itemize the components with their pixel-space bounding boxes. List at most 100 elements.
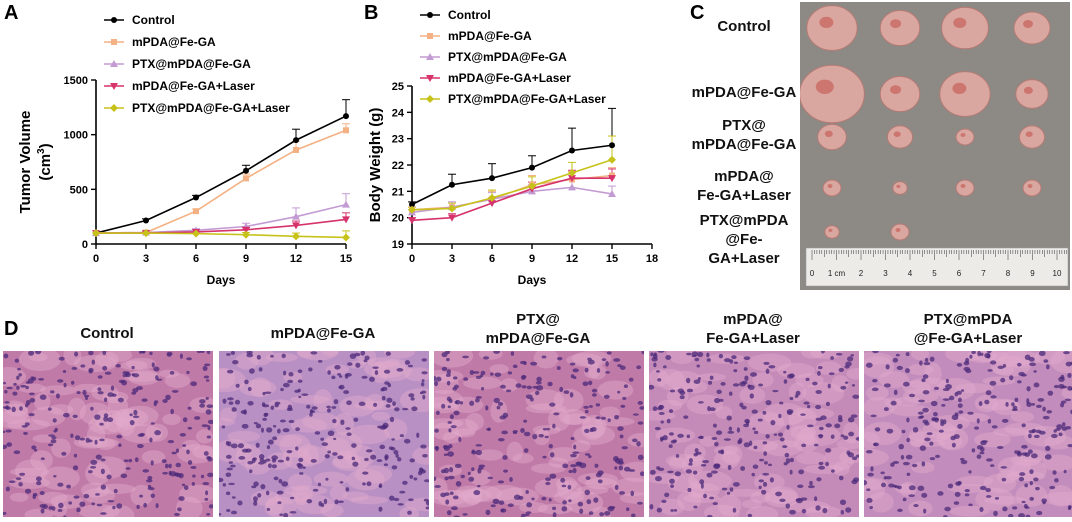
- tissue-patch: [265, 352, 298, 362]
- tissue-patch: [763, 439, 803, 457]
- cell-nucleus: [784, 452, 790, 458]
- data-point: [488, 193, 496, 202]
- cell-nucleus: [445, 373, 451, 377]
- cell-nucleus: [473, 490, 481, 496]
- cell-nucleus: [636, 441, 641, 447]
- cell-nucleus: [967, 411, 974, 415]
- cell-nucleus: [686, 434, 691, 439]
- cell-nucleus: [294, 389, 300, 393]
- tissue-patch: [861, 356, 895, 378]
- cell-nucleus: [444, 476, 449, 481]
- cell-nucleus: [795, 498, 801, 502]
- cell-nucleus: [1001, 418, 1009, 423]
- cell-nucleus: [614, 414, 620, 420]
- cell-nucleus: [548, 498, 552, 502]
- cell-nucleus: [758, 479, 764, 483]
- cell-nucleus: [675, 454, 680, 458]
- tissue-patch: [78, 504, 120, 519]
- cell-nucleus: [497, 401, 504, 407]
- cell-nucleus: [279, 419, 286, 423]
- cell-nucleus: [1021, 444, 1028, 449]
- cell-nucleus: [847, 356, 854, 362]
- cell-nucleus: [16, 385, 20, 390]
- cell-nucleus: [912, 426, 919, 433]
- cell-nucleus: [521, 385, 527, 389]
- cell-nucleus: [452, 386, 458, 391]
- cell-nucleus: [55, 393, 60, 399]
- cell-nucleus: [295, 427, 300, 432]
- cell-nucleus: [376, 459, 383, 463]
- cell-nucleus: [395, 453, 399, 458]
- cell-nucleus: [693, 379, 701, 384]
- cell-nucleus: [11, 406, 16, 413]
- x-tick-label: 12: [566, 253, 578, 265]
- cell-nucleus: [298, 457, 304, 462]
- cell-nucleus: [417, 470, 423, 476]
- x-tick-label: 0: [93, 253, 99, 265]
- tumor-highlight: [893, 131, 901, 137]
- cell-nucleus: [816, 477, 822, 482]
- tissue-patch: [293, 491, 310, 506]
- cell-nucleus: [744, 375, 749, 382]
- cell-nucleus: [888, 483, 895, 488]
- cell-nucleus: [872, 442, 880, 447]
- legend-label: mPDA@Fe-GA: [132, 35, 216, 49]
- tissue-patch: [110, 408, 149, 427]
- cell-nucleus: [535, 381, 542, 385]
- cell-nucleus: [118, 443, 122, 447]
- cell-nucleus: [1029, 469, 1034, 475]
- tissue-patch: [947, 483, 989, 493]
- cell-nucleus: [840, 385, 847, 390]
- cell-nucleus: [19, 406, 23, 411]
- tissue-patch: [810, 347, 843, 359]
- cell-nucleus: [17, 367, 21, 371]
- cell-nucleus: [917, 411, 924, 415]
- cell-nucleus: [1051, 433, 1058, 439]
- tissue-patch: [908, 500, 933, 517]
- data-point: [408, 205, 416, 214]
- cell-nucleus: [309, 409, 313, 413]
- cell-nucleus: [351, 443, 357, 448]
- cell-nucleus: [656, 370, 660, 373]
- cell-nucleus: [650, 469, 656, 475]
- cell-nucleus: [90, 459, 98, 465]
- cell-nucleus: [113, 488, 118, 494]
- cell-nucleus: [957, 397, 962, 403]
- cell-nucleus: [902, 497, 907, 502]
- cell-nucleus: [719, 398, 724, 402]
- cell-nucleus: [599, 512, 605, 517]
- cell-nucleus: [789, 509, 796, 515]
- tumor-specimen: [892, 181, 908, 195]
- tissue-patch: [703, 504, 740, 521]
- cell-nucleus: [674, 471, 682, 477]
- cell-nucleus: [490, 504, 496, 508]
- tissue-patch: [333, 412, 355, 436]
- cell-nucleus: [421, 371, 428, 375]
- cell-nucleus: [327, 430, 335, 437]
- cell-nucleus: [94, 439, 98, 445]
- cell-nucleus: [156, 378, 163, 381]
- cell-nucleus: [436, 376, 442, 382]
- cell-nucleus: [707, 405, 711, 412]
- cell-nucleus: [436, 410, 440, 416]
- cell-nucleus: [277, 459, 285, 463]
- tissue-patch: [63, 345, 82, 366]
- x-tick-label: 9: [529, 253, 535, 265]
- cell-nucleus: [976, 454, 982, 459]
- legend-label: mPDA@Fe-GA+Laser: [448, 71, 571, 85]
- cell-nucleus: [664, 492, 670, 498]
- cell-nucleus: [222, 398, 227, 404]
- cell-nucleus: [485, 509, 491, 516]
- tissue-patch: [795, 451, 826, 465]
- cell-nucleus: [706, 358, 711, 362]
- cell-nucleus: [136, 504, 140, 510]
- ruler-number: 8: [1006, 269, 1011, 278]
- cell-nucleus: [789, 396, 794, 401]
- cell-nucleus: [385, 404, 391, 408]
- y-tick-label: 21: [392, 186, 404, 198]
- tissue-patch: [67, 397, 86, 421]
- cell-nucleus: [979, 451, 985, 455]
- cell-nucleus: [39, 394, 47, 400]
- cell-nucleus: [922, 374, 929, 379]
- cell-nucleus: [203, 375, 210, 379]
